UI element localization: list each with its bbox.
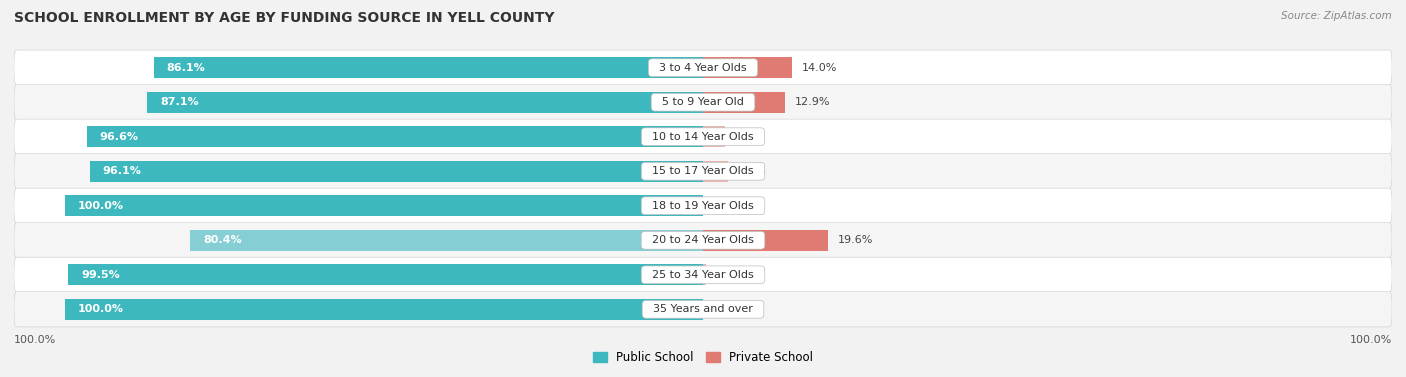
FancyBboxPatch shape	[14, 119, 1392, 154]
Bar	[703, 57, 793, 78]
FancyBboxPatch shape	[14, 154, 1392, 189]
Text: 3.9%: 3.9%	[738, 166, 766, 176]
Text: 96.1%: 96.1%	[103, 166, 142, 176]
Bar	[65, 299, 703, 320]
Text: 15 to 17 Year Olds: 15 to 17 Year Olds	[645, 166, 761, 176]
FancyBboxPatch shape	[14, 292, 1392, 327]
Text: 0.0%: 0.0%	[713, 201, 741, 211]
FancyBboxPatch shape	[14, 84, 1392, 120]
Bar	[703, 264, 706, 285]
Text: 19.6%: 19.6%	[838, 235, 873, 245]
Text: 0.52%: 0.52%	[716, 270, 751, 280]
Text: 100.0%: 100.0%	[77, 201, 124, 211]
Text: 5 to 9 Year Old: 5 to 9 Year Old	[655, 97, 751, 107]
Text: Source: ZipAtlas.com: Source: ZipAtlas.com	[1281, 11, 1392, 21]
Text: 100.0%: 100.0%	[14, 335, 56, 345]
Text: 99.5%: 99.5%	[82, 270, 120, 280]
Bar	[148, 92, 703, 113]
Bar	[703, 161, 728, 182]
Bar	[153, 57, 703, 78]
Text: SCHOOL ENROLLMENT BY AGE BY FUNDING SOURCE IN YELL COUNTY: SCHOOL ENROLLMENT BY AGE BY FUNDING SOUR…	[14, 11, 554, 25]
Bar	[190, 230, 703, 251]
FancyBboxPatch shape	[14, 223, 1392, 258]
FancyBboxPatch shape	[14, 188, 1392, 223]
Text: 25 to 34 Year Olds: 25 to 34 Year Olds	[645, 270, 761, 280]
Text: 0.0%: 0.0%	[713, 304, 741, 314]
Text: 86.1%: 86.1%	[166, 63, 205, 73]
Bar	[703, 126, 724, 147]
Text: 18 to 19 Year Olds: 18 to 19 Year Olds	[645, 201, 761, 211]
Bar	[703, 230, 828, 251]
Text: 35 Years and over: 35 Years and over	[647, 304, 759, 314]
Bar	[90, 161, 703, 182]
Bar	[65, 195, 703, 216]
Text: 10 to 14 Year Olds: 10 to 14 Year Olds	[645, 132, 761, 142]
FancyBboxPatch shape	[14, 257, 1392, 293]
Text: 20 to 24 Year Olds: 20 to 24 Year Olds	[645, 235, 761, 245]
Bar	[703, 92, 786, 113]
Bar	[69, 264, 703, 285]
Text: 3.4%: 3.4%	[734, 132, 762, 142]
Text: 100.0%: 100.0%	[77, 304, 124, 314]
FancyBboxPatch shape	[14, 50, 1392, 85]
Text: 87.1%: 87.1%	[160, 97, 198, 107]
Text: 12.9%: 12.9%	[794, 97, 831, 107]
Text: 100.0%: 100.0%	[1350, 335, 1392, 345]
Legend: Public School, Private School: Public School, Private School	[588, 346, 818, 369]
Text: 3 to 4 Year Olds: 3 to 4 Year Olds	[652, 63, 754, 73]
Text: 80.4%: 80.4%	[202, 235, 242, 245]
Text: 96.6%: 96.6%	[100, 132, 139, 142]
Text: 14.0%: 14.0%	[801, 63, 837, 73]
Bar	[87, 126, 703, 147]
